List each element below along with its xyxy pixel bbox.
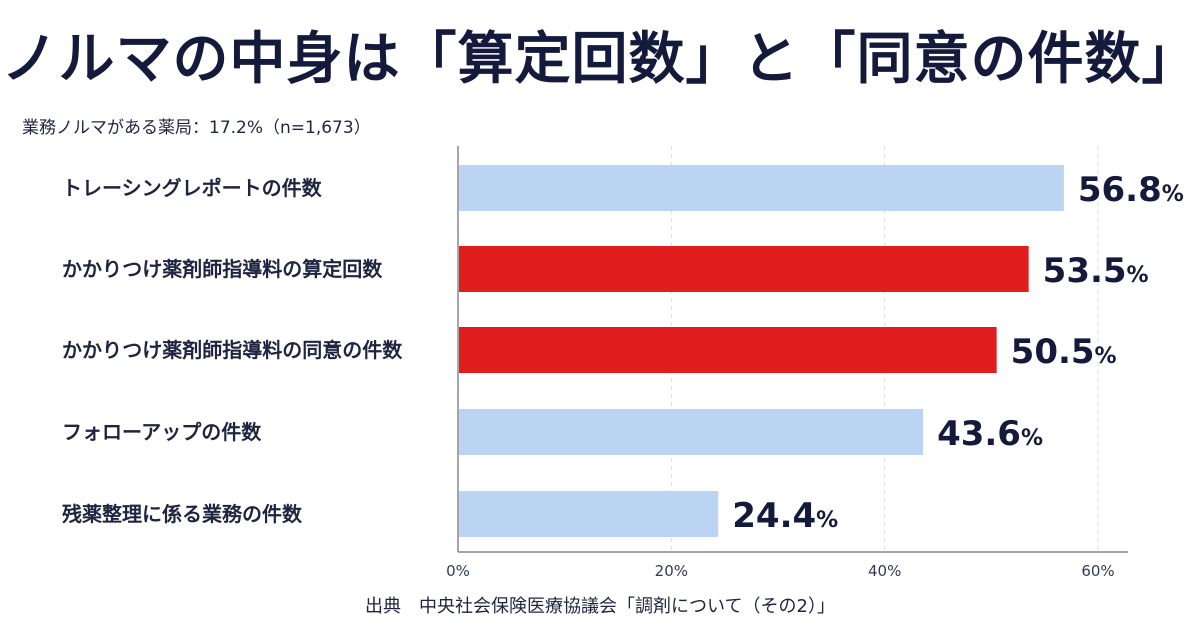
bar-3 (459, 409, 924, 455)
chart-subtitle: 業務ノルマがある薬局：17.2%（n=1,673） (22, 118, 371, 138)
bar-1 (459, 246, 1029, 292)
source-note: 出典 中央社会保険医療協議会「調剤について（その2）」 (365, 596, 835, 617)
chart-title: ノルマの中身は「算定回数」と「同意の件数」 (1, 27, 1199, 92)
bar-2 (459, 327, 997, 373)
category-label-1: かかりつけ薬剤師指導料の算定回数 (62, 257, 383, 281)
x-tick-label-0: 0% (446, 562, 470, 580)
category-label-0: トレーシングレポートの件数 (62, 176, 323, 200)
bar-0 (459, 165, 1064, 211)
value-label-0: 56.8% (1078, 170, 1184, 210)
x-tick-label-20: 20% (655, 562, 688, 580)
value-label-4: 24.4% (732, 496, 838, 536)
x-tick-label-60: 60% (1081, 562, 1114, 580)
category-label-2: かかりつけ薬剤師指導料の同意の件数 (62, 338, 403, 362)
category-label-3: フォローアップの件数 (62, 420, 262, 444)
value-label-2: 50.5% (1011, 332, 1117, 372)
bar-4 (459, 491, 719, 537)
value-label-3: 43.6% (937, 414, 1043, 454)
category-label-4: 残薬整理に係る業務の件数 (62, 502, 303, 526)
value-label-1: 53.5% (1043, 251, 1149, 291)
x-tick-label-40: 40% (868, 562, 901, 580)
